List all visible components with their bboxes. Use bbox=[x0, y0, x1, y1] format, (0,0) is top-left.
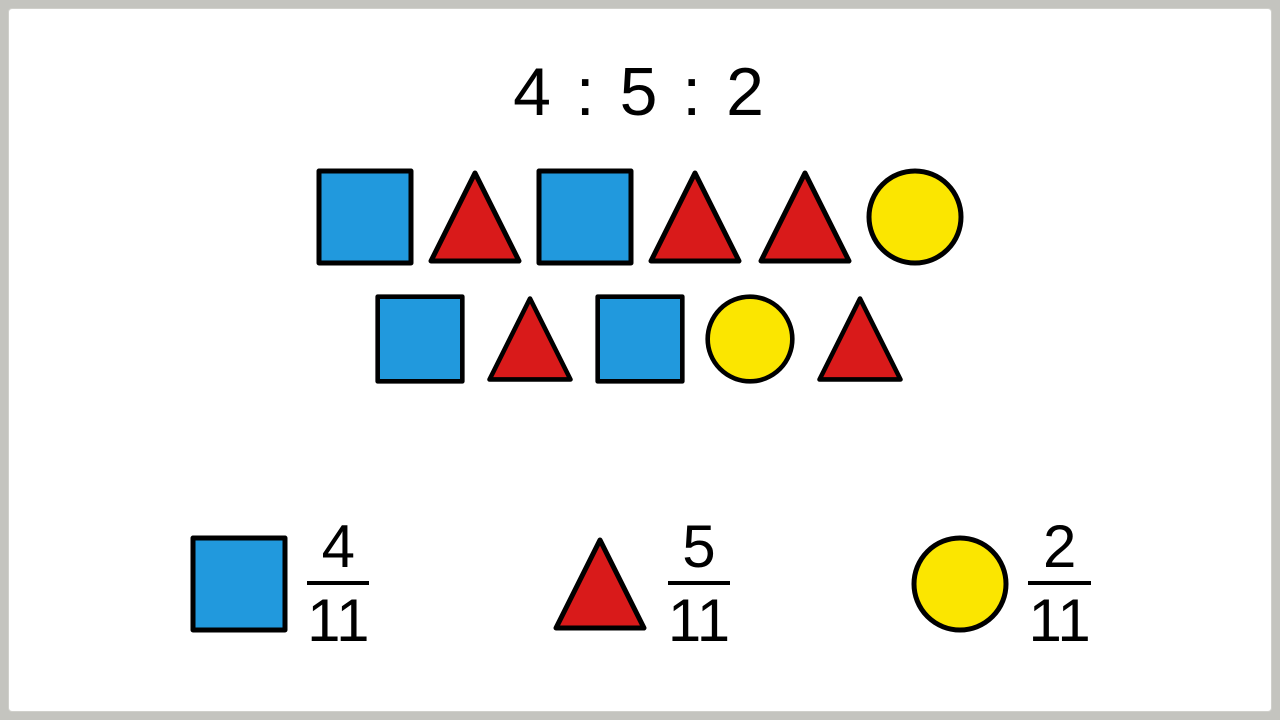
circle-icon bbox=[910, 534, 1010, 634]
fraction: 411 bbox=[307, 517, 369, 651]
fraction: 511 bbox=[668, 517, 730, 651]
shape-cell bbox=[640, 157, 750, 267]
stage: 4 : 5 : 2 411511211 bbox=[29, 29, 1251, 691]
triangle-icon bbox=[645, 167, 745, 267]
triangle-icon bbox=[484, 293, 576, 385]
shape-cell bbox=[805, 285, 915, 385]
shape-row bbox=[29, 285, 1251, 385]
square-icon bbox=[594, 293, 686, 385]
shape-cell bbox=[530, 157, 640, 267]
shape-cell bbox=[310, 157, 420, 267]
fraction-denominator: 11 bbox=[307, 585, 369, 651]
shape-cell bbox=[420, 157, 530, 267]
ratio-text: 4 : 5 : 2 bbox=[29, 53, 1251, 131]
shape-cell bbox=[750, 157, 860, 267]
shape-cell bbox=[860, 157, 970, 267]
legend-item: 211 bbox=[910, 517, 1090, 651]
triangle-icon bbox=[550, 534, 650, 634]
card: 4 : 5 : 2 411511211 bbox=[8, 8, 1272, 712]
legend-item: 411 bbox=[189, 517, 369, 651]
square-icon bbox=[374, 293, 466, 385]
fraction-denominator: 11 bbox=[1028, 585, 1090, 651]
legend-item: 511 bbox=[550, 517, 730, 651]
square-icon bbox=[315, 167, 415, 267]
fraction-numerator: 4 bbox=[322, 517, 355, 581]
fraction-numerator: 5 bbox=[682, 517, 715, 581]
triangle-icon bbox=[425, 167, 525, 267]
triangle-icon bbox=[814, 293, 906, 385]
fraction-denominator: 11 bbox=[668, 585, 730, 651]
fraction: 211 bbox=[1028, 517, 1090, 651]
shape-cell bbox=[585, 285, 695, 385]
square-icon bbox=[535, 167, 635, 267]
legend: 411511211 bbox=[29, 517, 1251, 651]
shape-cell bbox=[695, 285, 805, 385]
circle-icon bbox=[865, 167, 965, 267]
circle-icon bbox=[704, 293, 796, 385]
shape-cell bbox=[475, 285, 585, 385]
shape-cell bbox=[365, 285, 475, 385]
triangle-icon bbox=[755, 167, 855, 267]
fraction-numerator: 2 bbox=[1043, 517, 1076, 581]
square-icon bbox=[189, 534, 289, 634]
shape-row bbox=[29, 157, 1251, 267]
